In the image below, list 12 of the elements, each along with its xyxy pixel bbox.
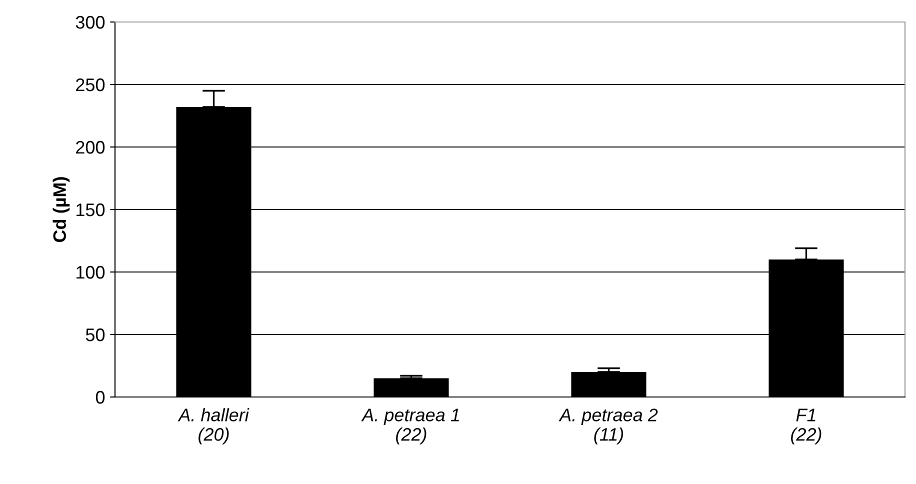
x-tick-label: A. petraea 1 (22) [361, 408, 459, 444]
y-tick-label: 250 [76, 78, 105, 92]
x-tick-label: F1 (22) [791, 408, 822, 444]
y-tick-label: 50 [86, 328, 105, 342]
y-tick-label: 150 [76, 203, 105, 216]
y-tick-label: 300 [76, 16, 105, 29]
y-tick-label: 100 [76, 266, 105, 279]
y-axis-title: Cd (µM) [52, 177, 70, 242]
x-tick-label: A. petraea 2 (11) [558, 408, 658, 444]
y-tick-label: 0 [96, 390, 105, 404]
x-tick-label: A. halleri (20) [178, 408, 250, 444]
y-tick-label: 200 [76, 140, 105, 154]
